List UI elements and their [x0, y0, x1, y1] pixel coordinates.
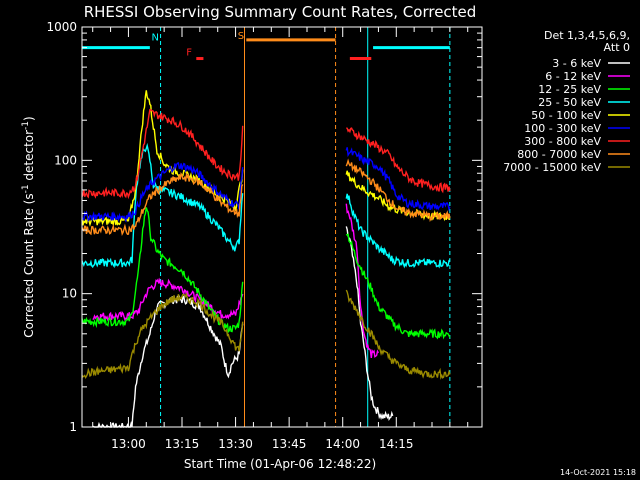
y-tick-label: 1: [69, 420, 77, 434]
legend-label: 300 - 800 keV: [524, 135, 601, 148]
series-12-25-kev: [81, 207, 451, 340]
series-7000-15000-kev: [81, 289, 451, 380]
series-line: [346, 127, 451, 194]
y-axis-label-part: Corrected Count Rate (s: [22, 193, 36, 337]
series-line: [345, 226, 394, 422]
series-100-300-kev: [81, 147, 451, 223]
legend-label: 7000 - 15000 keV: [503, 161, 601, 174]
series-line: [81, 162, 244, 223]
x-axis-label: Start Time (01-Apr-06 12:48:22): [184, 457, 376, 471]
y-axis-label-part: ): [22, 116, 36, 121]
series-300-800-kev: [81, 108, 451, 200]
annotation-f: F: [186, 48, 192, 59]
y-axis-label: Corrected Count Rate (s-1 detector-1): [21, 116, 36, 337]
series-line: [81, 108, 244, 200]
series-line: [345, 289, 451, 380]
series-line: [345, 158, 451, 223]
series-800-7000-kev: [81, 158, 451, 236]
x-tick-label: 14:15: [379, 437, 414, 451]
series-line: [92, 277, 244, 322]
legend-label: 6 - 12 keV: [545, 70, 601, 83]
generation-timestamp: 14-Oct-2021 15:18: [560, 468, 636, 477]
y-axis-label-part: detector: [22, 130, 36, 185]
series-line: [81, 292, 244, 379]
x-tick-label: 13:00: [111, 437, 146, 451]
legend-label: 50 - 100 keV: [531, 109, 601, 122]
plot-area: N F S: [81, 27, 451, 428]
legend-label: 800 - 7000 keV: [517, 148, 601, 161]
series-line: [81, 171, 244, 236]
y-axis-label-exp: -1: [21, 184, 31, 193]
series-line: [345, 170, 450, 222]
series-line: [345, 233, 451, 340]
plot-frame: [81, 26, 483, 428]
y-tick-label: 1000: [46, 20, 77, 34]
legend-label: 100 - 300 keV: [524, 122, 601, 135]
legend-label: 12 - 25 keV: [538, 83, 601, 96]
x-tick-label: 14:00: [325, 437, 360, 451]
annotation-n: N: [151, 33, 158, 44]
legend-header: Det 1,3,4,5,6,9,: [544, 29, 630, 42]
series-line: [81, 142, 244, 269]
y-tick-label: 10: [62, 287, 77, 301]
chart-title: RHESSI Observing Summary Count Rates, Co…: [84, 3, 477, 21]
x-tick-label: 13:30: [218, 437, 253, 451]
axes: 1 10 100 1000 13:00 13:15 13:30 13:45 14:00 14:15: [46, 20, 482, 451]
x-tick-label: 13:15: [165, 437, 200, 451]
legend-label: 3 - 6 keV: [552, 57, 601, 70]
series-line: [345, 193, 451, 269]
y-axis-label-exp: -1: [21, 121, 31, 130]
legend-label: 25 - 50 keV: [538, 96, 601, 109]
legend-header: Att 0: [604, 41, 630, 54]
series-line: [345, 147, 451, 212]
x-tick-label: 13:45: [272, 437, 307, 451]
series-25-50-kev: [81, 142, 451, 269]
y-tick-label: 100: [54, 153, 77, 167]
annotation-s: S: [238, 31, 244, 42]
series-line: [81, 90, 244, 227]
